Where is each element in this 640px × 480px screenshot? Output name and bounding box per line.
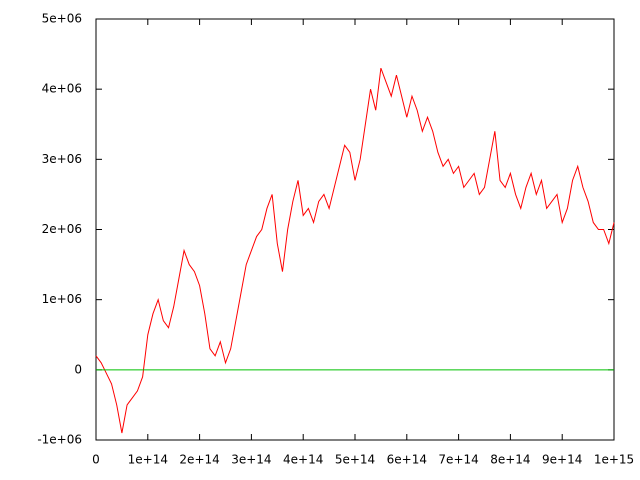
y-tick-label: 4e+06 <box>42 82 82 96</box>
y-tick-label: -1e+06 <box>37 433 82 447</box>
plot-border <box>95 18 615 441</box>
x-tick-label: 5e+14 <box>335 453 375 467</box>
x-tick-label: 0 <box>92 453 100 467</box>
x-tick-label: 8e+14 <box>490 453 530 467</box>
x-tick-label: 4e+14 <box>283 453 323 467</box>
data-line <box>95 67 615 434</box>
x-tick-label: 2e+14 <box>179 453 219 467</box>
y-tick-label: 0 <box>74 362 82 376</box>
y-tick-label: 3e+06 <box>42 152 82 166</box>
y-tick-label: 2e+06 <box>42 222 82 236</box>
y-tick-label: 5e+06 <box>42 12 82 26</box>
x-tick-label: 6e+14 <box>387 453 427 467</box>
y-tick-label: 1e+06 <box>42 292 82 306</box>
x-tick-label: 1e+14 <box>128 453 168 467</box>
x-tick-label: 1e+15 <box>594 453 634 467</box>
x-tick-label: 9e+14 <box>542 453 582 467</box>
x-tick-label: 7e+14 <box>438 453 478 467</box>
x-tick-label: 3e+14 <box>231 453 271 467</box>
